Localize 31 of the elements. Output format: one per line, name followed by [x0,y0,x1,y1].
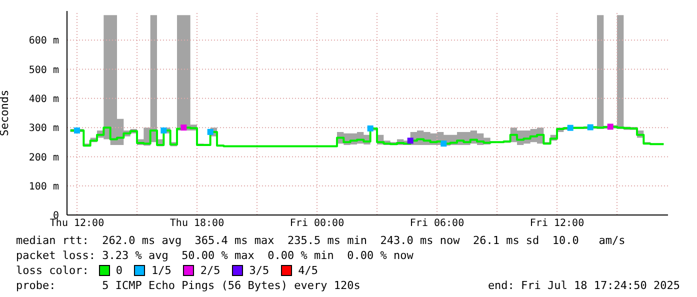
text: median rtt: 262.0 ms avg 365.4 ms max 235.5 ms min 243.0 ms now 26.1 ms sd 10.0 am/s [16,233,626,248]
point [567,124,574,131]
point [607,124,614,130]
point [180,124,187,131]
point [407,138,414,144]
point [74,127,80,134]
text: probe: 5 ICMP Echo Pings (56 Bytes) every 120s [16,278,360,293]
y-tick-label: 200 m [28,152,59,164]
legend-label: 0 [116,263,122,278]
point [367,125,374,132]
y-tick-label: 100 m [28,181,59,192]
y-tick-label: 500 m [28,64,59,76]
point [587,124,594,130]
point [160,127,167,134]
y-tick-label: 600 m [28,36,59,47]
point [440,140,447,147]
x-tick-label: Fri 00:00 [290,218,344,230]
y-axis-title: Seconds [0,90,11,136]
legend-title: loss color: [16,263,89,278]
point [207,128,214,135]
legend-label: 2/5 [200,263,220,278]
x-tick-label: Fri 12:00 [530,218,584,230]
x-tick-label: Thu 18:00 [170,218,224,230]
y-tick-label: 300 m [28,123,59,134]
text: end: Fri Jul 18 17:24:50 2025 [488,278,680,293]
y-tick-label: 400 m [28,94,59,105]
legend-label: 3/5 [249,263,270,278]
legend-label: 1/5 [151,263,172,278]
x-tick-label: Fri 06:00 [410,218,464,230]
text: packet loss: 3.23 % avg 50.00 % max 0.00 % min 0.00 % now [16,248,414,263]
legend-label: 4/5 [298,263,318,278]
